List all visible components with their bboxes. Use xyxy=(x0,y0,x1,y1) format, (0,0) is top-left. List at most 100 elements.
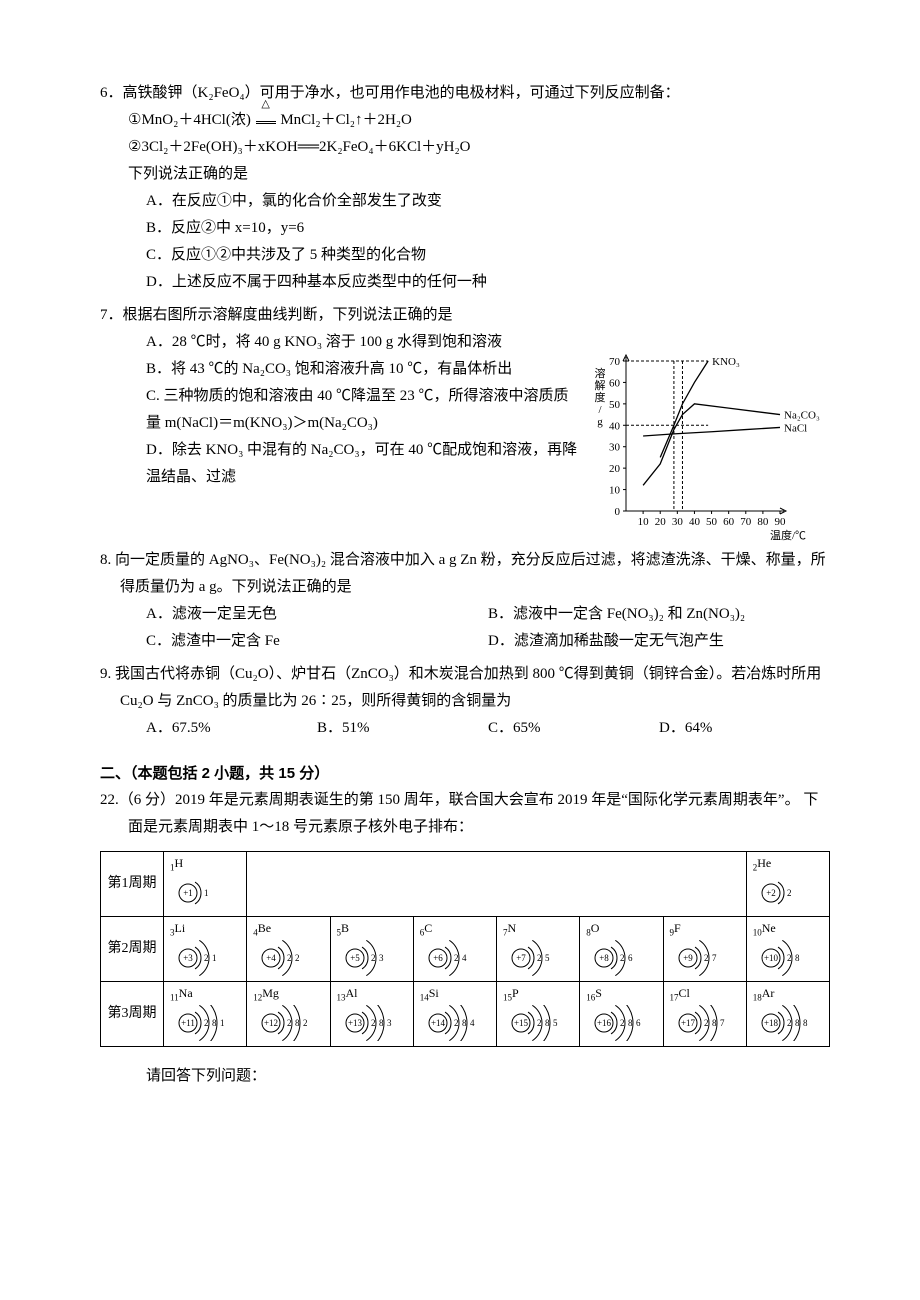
q8-stem: 8. 向一定质量的 AgNO₃、Fe(NO₃)₂ 混合溶液中加入 a g Zn … xyxy=(100,547,830,601)
question-6: 6．高铁酸钾（K₂FeO₄）可用于净水，也可用作电池的电极材料，可通过下列反应制… xyxy=(100,80,830,296)
svg-text:4: 4 xyxy=(462,953,467,963)
svg-text:1: 1 xyxy=(204,888,209,898)
svg-text:8: 8 xyxy=(712,1018,717,1028)
svg-text:+15: +15 xyxy=(514,1018,529,1028)
svg-text:2: 2 xyxy=(287,953,292,963)
svg-text:2: 2 xyxy=(704,953,709,963)
period-label: 第2周期 xyxy=(101,917,164,982)
svg-text:8: 8 xyxy=(795,953,800,963)
q6-eq1: ①MnO₂＋4HCl(浓) MnCl₂＋Cl₂↑＋2H₂O xyxy=(100,107,830,134)
q6-prompt: 下列说法正确的是 xyxy=(100,161,830,188)
element-cell-He: 2He+22 xyxy=(746,852,829,917)
svg-text:4: 4 xyxy=(470,1018,475,1028)
svg-text:8: 8 xyxy=(545,1018,550,1028)
element-cell-N: 7N+725 xyxy=(497,917,580,982)
svg-text:度: 度 xyxy=(595,390,606,404)
svg-text:5: 5 xyxy=(553,1018,558,1028)
svg-text:2: 2 xyxy=(295,953,300,963)
q7-optA: A．28 ℃时，将 40 g KNO₃ 溶于 100 g 水得到饱和溶液 xyxy=(100,329,582,356)
svg-text:3: 3 xyxy=(387,1018,392,1028)
svg-text:+5: +5 xyxy=(350,953,360,963)
svg-text:20: 20 xyxy=(609,463,621,475)
svg-text:+9: +9 xyxy=(683,953,693,963)
element-cell-F: 9F+927 xyxy=(663,917,746,982)
svg-text:10: 10 xyxy=(609,485,621,497)
q9-stem: 9. 我国古代将赤铜（Cu₂O）、炉甘石（ZnCO₃）和木炭混合加热到 800 … xyxy=(100,661,830,715)
q6-eq2: ②3Cl₂＋2Fe(OH)₃＋xKOH══2K₂FeO₄＋6KCl＋yH₂O xyxy=(100,134,830,161)
q9-optC: C．65% xyxy=(488,715,659,742)
q6-optA: A．在反应①中，氯的化合价全部发生了改变 xyxy=(100,188,830,215)
question-22: 22.（6 分）2019 年是元素周期表诞生的第 150 周年，联合国大会宣布 … xyxy=(100,787,830,1090)
q6-optC: C．反应①②中共涉及了 5 种类型的化合物 xyxy=(100,242,830,269)
element-cell-Na: 11Na+11281 xyxy=(164,982,247,1047)
svg-text:NaCl: NaCl xyxy=(784,422,807,434)
element-cell-Be: 4Be+422 xyxy=(247,917,330,982)
q22-after: 请回答下列问题： xyxy=(100,1063,830,1090)
svg-text:2: 2 xyxy=(454,1018,459,1028)
svg-text:8: 8 xyxy=(795,1018,800,1028)
period-label: 第1周期 xyxy=(101,852,164,917)
q6-stem: 6．高铁酸钾（K₂FeO₄）可用于净水，也可用作电池的电极材料，可通过下列反应制… xyxy=(100,80,830,107)
svg-text:+13: +13 xyxy=(348,1018,363,1028)
svg-text:8: 8 xyxy=(379,1018,384,1028)
svg-text:6: 6 xyxy=(628,953,633,963)
svg-text:50: 50 xyxy=(609,399,621,411)
svg-text:80: 80 xyxy=(757,516,769,528)
svg-text:2: 2 xyxy=(620,1018,625,1028)
q9-optD: D．64% xyxy=(659,715,830,742)
svg-text:70: 70 xyxy=(609,356,621,368)
svg-text:KNO₃: KNO₃ xyxy=(712,356,740,368)
element-cell-Mg: 12Mg+12282 xyxy=(247,982,330,1047)
q6-optD: D．上述反应不属于四种基本反应类型中的任何一种 xyxy=(100,269,830,296)
svg-text:90: 90 xyxy=(775,516,787,528)
q8-optC: C．滤渣中一定含 Fe xyxy=(146,628,488,655)
periodic-table: 第1周期1H+112He+22第2周期3Li+3214Be+4225B+5236… xyxy=(100,851,830,1047)
svg-text:+4: +4 xyxy=(267,953,277,963)
svg-text:5: 5 xyxy=(545,953,550,963)
svg-text:60: 60 xyxy=(609,377,621,389)
element-cell-Ne: 10Ne+1028 xyxy=(746,917,829,982)
svg-text:+16: +16 xyxy=(597,1018,612,1028)
element-cell-P: 15P+15285 xyxy=(497,982,580,1047)
svg-text:2: 2 xyxy=(204,953,209,963)
svg-text:+14: +14 xyxy=(431,1018,446,1028)
svg-text:0: 0 xyxy=(615,506,621,518)
svg-text:+8: +8 xyxy=(600,953,610,963)
svg-text:30: 30 xyxy=(672,516,684,528)
q7-optD: D．除去 KNO₃ 中混有的 Na₂CO₃，可在 40 ℃配成饱和溶液，再降温结… xyxy=(100,437,582,491)
svg-text:70: 70 xyxy=(740,516,752,528)
svg-text:+17: +17 xyxy=(681,1018,696,1028)
svg-text:8: 8 xyxy=(295,1018,300,1028)
element-cell-Li: 3Li+321 xyxy=(164,917,247,982)
element-cell-H: 1H+11 xyxy=(164,852,247,917)
svg-text:2: 2 xyxy=(204,1018,209,1028)
period-label: 第3周期 xyxy=(101,982,164,1047)
element-cell-Ar: 18Ar+18288 xyxy=(746,982,829,1047)
svg-text:+7: +7 xyxy=(516,953,526,963)
svg-text:8: 8 xyxy=(462,1018,467,1028)
solubility-chart: 010203040506070102030405060708090KNO₃Na₂… xyxy=(590,351,830,541)
svg-text:1: 1 xyxy=(212,953,217,963)
q7-optB: B．将 43 ℃的 Na₂CO₃ 饱和溶液升高 10 ℃，有晶体析出 xyxy=(100,356,582,383)
svg-text:2: 2 xyxy=(620,953,625,963)
svg-text:8: 8 xyxy=(628,1018,633,1028)
element-cell-S: 16S+16286 xyxy=(580,982,663,1047)
svg-text:+2: +2 xyxy=(766,888,776,898)
svg-text:/: / xyxy=(598,404,602,416)
svg-text:2: 2 xyxy=(787,1018,792,1028)
svg-text:+3: +3 xyxy=(183,953,193,963)
q6-optB: B．反应②中 x=10，y=6 xyxy=(100,215,830,242)
q7-stem: 7．根据右图所示溶解度曲线判断，下列说法正确的是 xyxy=(100,302,830,329)
svg-text:3: 3 xyxy=(379,953,384,963)
element-cell-C: 6C+624 xyxy=(413,917,496,982)
svg-text:Na₂CO₃: Na₂CO₃ xyxy=(784,410,820,422)
question-8: 8. 向一定质量的 AgNO₃、Fe(NO₃)₂ 混合溶液中加入 a g Zn … xyxy=(100,547,830,655)
svg-text:+12: +12 xyxy=(264,1018,278,1028)
svg-text:30: 30 xyxy=(609,442,621,454)
svg-text:2: 2 xyxy=(371,953,376,963)
svg-text:8: 8 xyxy=(803,1018,808,1028)
element-cell-B: 5B+523 xyxy=(330,917,413,982)
element-cell-Si: 14Si+14284 xyxy=(413,982,496,1047)
svg-text:40: 40 xyxy=(689,516,701,528)
svg-text:g: g xyxy=(597,416,603,428)
